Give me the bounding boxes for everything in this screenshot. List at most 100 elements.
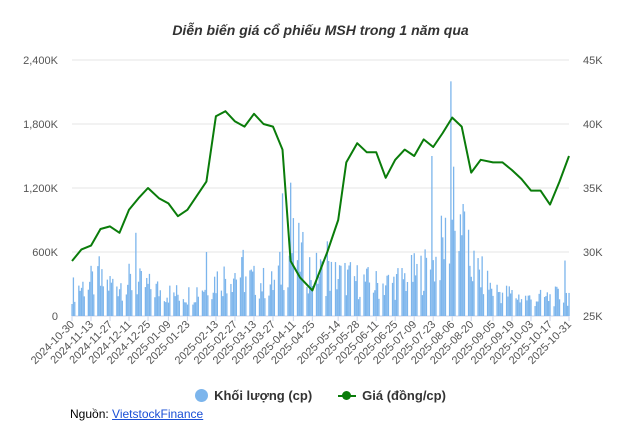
volume-bar bbox=[414, 275, 417, 316]
volume-bar bbox=[207, 295, 209, 316]
volume-bar bbox=[72, 277, 75, 316]
volume-bar bbox=[264, 298, 266, 316]
right-axis: 25K 30K 35K 40K 45K bbox=[583, 55, 603, 323]
volume-bar bbox=[462, 204, 464, 316]
volume-bar bbox=[175, 285, 178, 316]
volume-bar bbox=[562, 302, 565, 316]
volume-bar bbox=[165, 302, 167, 316]
volume-bar bbox=[98, 256, 100, 316]
volume-bar bbox=[435, 256, 437, 316]
volume-bar bbox=[535, 301, 538, 316]
volume-bar bbox=[405, 291, 407, 316]
volume-bar bbox=[383, 295, 386, 316]
volume-bar bbox=[524, 295, 527, 316]
volume-bar bbox=[135, 232, 137, 316]
volume-bar bbox=[158, 296, 160, 316]
volume-bar bbox=[391, 282, 394, 316]
volume-bar bbox=[480, 287, 482, 316]
legend-label-price: Giá (đồng/cp) bbox=[362, 388, 446, 403]
volume-bar bbox=[281, 193, 284, 316]
volume-bar bbox=[231, 292, 233, 316]
volume-bar bbox=[530, 299, 532, 316]
volume-bar bbox=[182, 299, 185, 316]
left-axis: 0 600K 1,200K 1,800K 2,400K bbox=[23, 55, 59, 323]
volume-bar bbox=[178, 300, 180, 316]
volume-bar bbox=[486, 270, 489, 316]
volume-bar bbox=[359, 296, 361, 316]
volume-bar bbox=[212, 292, 214, 316]
volume-bar bbox=[117, 296, 119, 316]
source-link[interactable]: VietstockFinance bbox=[112, 407, 204, 421]
volume-bar bbox=[271, 271, 273, 316]
volume-bar bbox=[91, 271, 94, 316]
volume-bar bbox=[501, 292, 504, 316]
volume-bar bbox=[431, 156, 433, 316]
volume-bar bbox=[432, 260, 434, 316]
right-tick-label: 25K bbox=[583, 311, 603, 323]
volume-bar bbox=[166, 297, 168, 316]
volume-bar bbox=[355, 281, 357, 316]
volume-bar bbox=[416, 263, 418, 316]
volume-bar bbox=[109, 276, 111, 316]
volume-bar bbox=[461, 235, 463, 316]
volume-bar bbox=[549, 294, 551, 316]
volume-bar bbox=[120, 283, 122, 316]
volume-bar bbox=[376, 282, 379, 316]
volume-bar bbox=[174, 296, 176, 316]
volume-bars bbox=[71, 81, 570, 316]
volume-bar bbox=[137, 281, 140, 316]
volume-bar bbox=[452, 166, 455, 316]
left-tick-label: 1,800K bbox=[23, 119, 59, 131]
volume-bar bbox=[252, 271, 254, 316]
volume-bar bbox=[467, 229, 470, 316]
volume-bar bbox=[185, 302, 187, 316]
volume-bar bbox=[127, 284, 129, 316]
volume-bar bbox=[128, 263, 130, 316]
volume-bar bbox=[545, 296, 547, 316]
volume-bar bbox=[451, 219, 453, 316]
volume-bar bbox=[112, 278, 114, 316]
volume-bar bbox=[192, 304, 194, 316]
volume-bar bbox=[169, 285, 171, 316]
volume-bar bbox=[348, 265, 350, 316]
volume-bar bbox=[186, 304, 189, 316]
volume-bar bbox=[279, 251, 281, 316]
volume-bar bbox=[558, 299, 561, 316]
volume-bar bbox=[302, 231, 304, 316]
volume-bar bbox=[492, 295, 494, 316]
volume-bar bbox=[510, 293, 512, 316]
volume-bar bbox=[224, 278, 227, 316]
volume-bar bbox=[242, 249, 244, 316]
volume-bar bbox=[260, 283, 262, 316]
volume-bar bbox=[539, 289, 542, 316]
volume-bar bbox=[529, 295, 531, 316]
volume-bar bbox=[99, 285, 102, 316]
volume-bar bbox=[443, 259, 445, 316]
volume-bar bbox=[80, 287, 83, 316]
volume-bar bbox=[425, 257, 428, 316]
volume-bar bbox=[204, 289, 206, 316]
volume-bar bbox=[82, 281, 84, 316]
left-tick-label: 1,200K bbox=[23, 183, 59, 195]
volume-bar bbox=[357, 299, 360, 316]
volume-bar bbox=[538, 293, 540, 316]
volume-bar bbox=[444, 217, 447, 316]
volume-bar bbox=[450, 81, 452, 316]
volume-bar bbox=[102, 286, 104, 316]
right-tick-label: 35K bbox=[583, 183, 603, 195]
volume-bar bbox=[318, 276, 320, 316]
volume-bar bbox=[496, 284, 498, 316]
volume-bar bbox=[336, 289, 338, 316]
volume-bar bbox=[196, 287, 198, 316]
volume-bar bbox=[375, 271, 377, 316]
volume-bar bbox=[140, 270, 142, 316]
legend-item-volume[interactable]: Khối lượng (cp) bbox=[195, 388, 312, 403]
volume-bar bbox=[565, 292, 567, 316]
volume-bar bbox=[87, 289, 89, 316]
volume-bar bbox=[499, 291, 501, 316]
volume-bar bbox=[378, 298, 380, 316]
volume-bar bbox=[74, 301, 76, 316]
legend-item-price[interactable]: Giá (đồng/cp) bbox=[338, 388, 446, 403]
volume-bar bbox=[116, 286, 118, 316]
